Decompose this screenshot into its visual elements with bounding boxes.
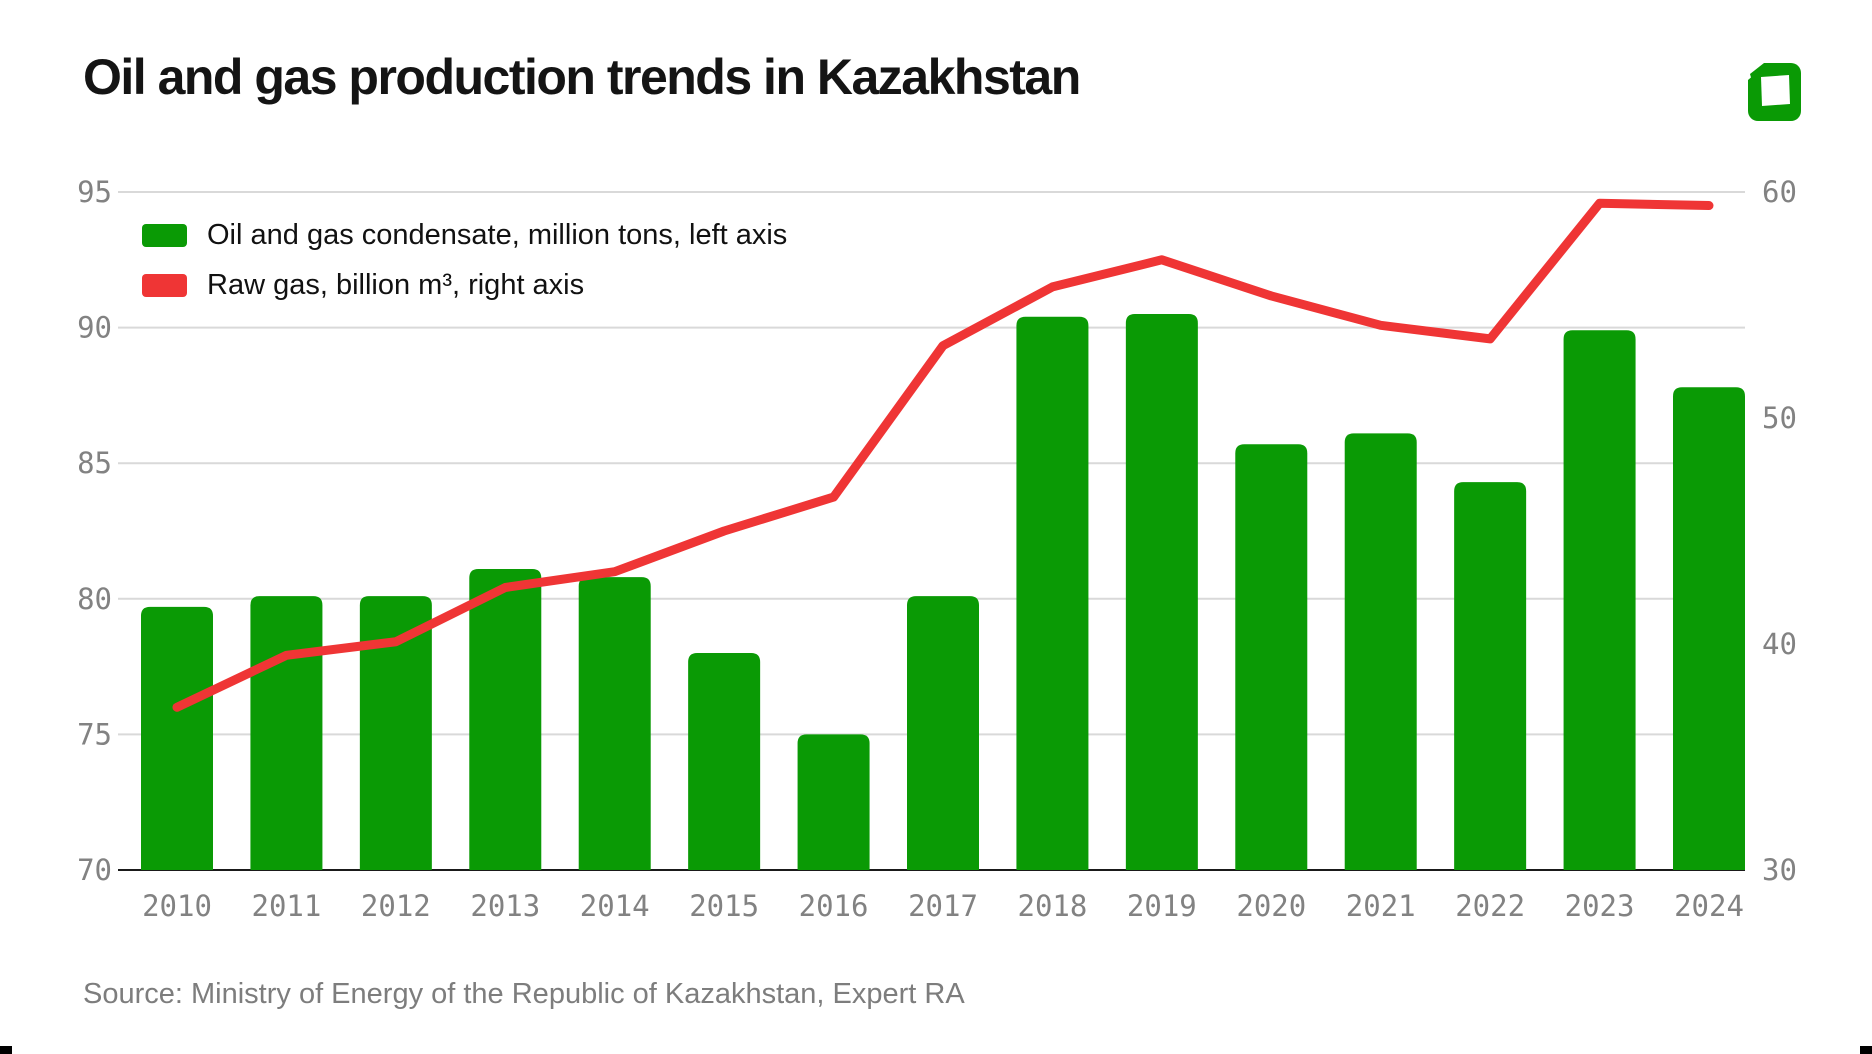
bar-2017: [907, 596, 979, 870]
x-axis-label-2019: 2019: [1127, 889, 1197, 923]
legend-item-label: Raw gas, billion m³, right axis: [207, 269, 585, 301]
x-axis-label-2023: 2023: [1565, 889, 1635, 923]
x-axis-label-2021: 2021: [1346, 889, 1416, 923]
x-axis-label-2022: 2022: [1455, 889, 1525, 923]
left-axis-tick-95: 95: [77, 175, 112, 209]
x-axis-label-2013: 2013: [470, 889, 540, 923]
x-axis-label-2016: 2016: [799, 889, 869, 923]
page-title: Oil and gas production trends in Kazakhs…: [83, 49, 1081, 105]
bar-2010: [141, 606, 213, 870]
legend-item-label: Oil and gas condensate, million tons, le…: [207, 219, 788, 251]
legend-item-bars: Oil and gas condensate, million tons, le…: [142, 219, 787, 252]
raw-gas-line: [172, 198, 1714, 712]
x-axis-label-2020: 2020: [1236, 889, 1306, 923]
right-axis-tick-30: 30: [1762, 853, 1797, 887]
x-axis-label-2011: 2011: [252, 889, 322, 923]
x-axis-label-2024: 2024: [1674, 889, 1744, 923]
x-axis-label-2010: 2010: [142, 889, 212, 923]
bar-2011: [250, 596, 323, 870]
x-axis-label-2014: 2014: [580, 889, 650, 923]
bar-2022: [1454, 482, 1527, 870]
line-series-swatch-icon: [142, 274, 187, 297]
bottom-right-crop-mark: [1860, 1046, 1872, 1054]
bar-2013: [469, 568, 542, 870]
left-axis-tick-90: 90: [77, 311, 112, 345]
bar-2024: [1673, 387, 1745, 870]
bar-2021: [1344, 433, 1417, 870]
bar-2023: [1563, 330, 1636, 870]
bar-2019: [1125, 314, 1198, 870]
bar-2014: [578, 577, 651, 870]
x-axis-label-2015: 2015: [689, 889, 759, 923]
bar-series-swatch-icon: [142, 224, 187, 247]
source-caption: Source: Ministry of Energy of the Republ…: [83, 978, 965, 1010]
bar-2012: [359, 596, 432, 870]
x-axis-label-2012: 2012: [361, 889, 431, 923]
brand-logo: [1748, 60, 1802, 122]
left-axis-tick-70: 70: [77, 853, 112, 887]
right-axis-tick-50: 50: [1762, 401, 1797, 435]
bar-2020: [1235, 444, 1308, 870]
brand-logo-icon: [1748, 63, 1801, 121]
left-axis-tick-85: 85: [77, 446, 112, 480]
x-axis-label-2017: 2017: [908, 889, 978, 923]
bar-2015: [688, 653, 761, 870]
right-axis-tick-40: 40: [1762, 627, 1797, 661]
left-axis-tick-75: 75: [77, 717, 112, 751]
x-axis-label-2018: 2018: [1018, 889, 1088, 923]
chart-legend: Oil and gas condensate, million tons, le…: [142, 219, 787, 319]
right-axis-tick-60: 60: [1762, 175, 1797, 209]
left-axis-tick-80: 80: [77, 582, 112, 616]
bar-2018: [1016, 316, 1089, 870]
legend-item-line: Raw gas, billion m³, right axis: [142, 269, 787, 302]
bar-2016: [797, 734, 870, 870]
bottom-left-crop-mark: [0, 1046, 12, 1054]
